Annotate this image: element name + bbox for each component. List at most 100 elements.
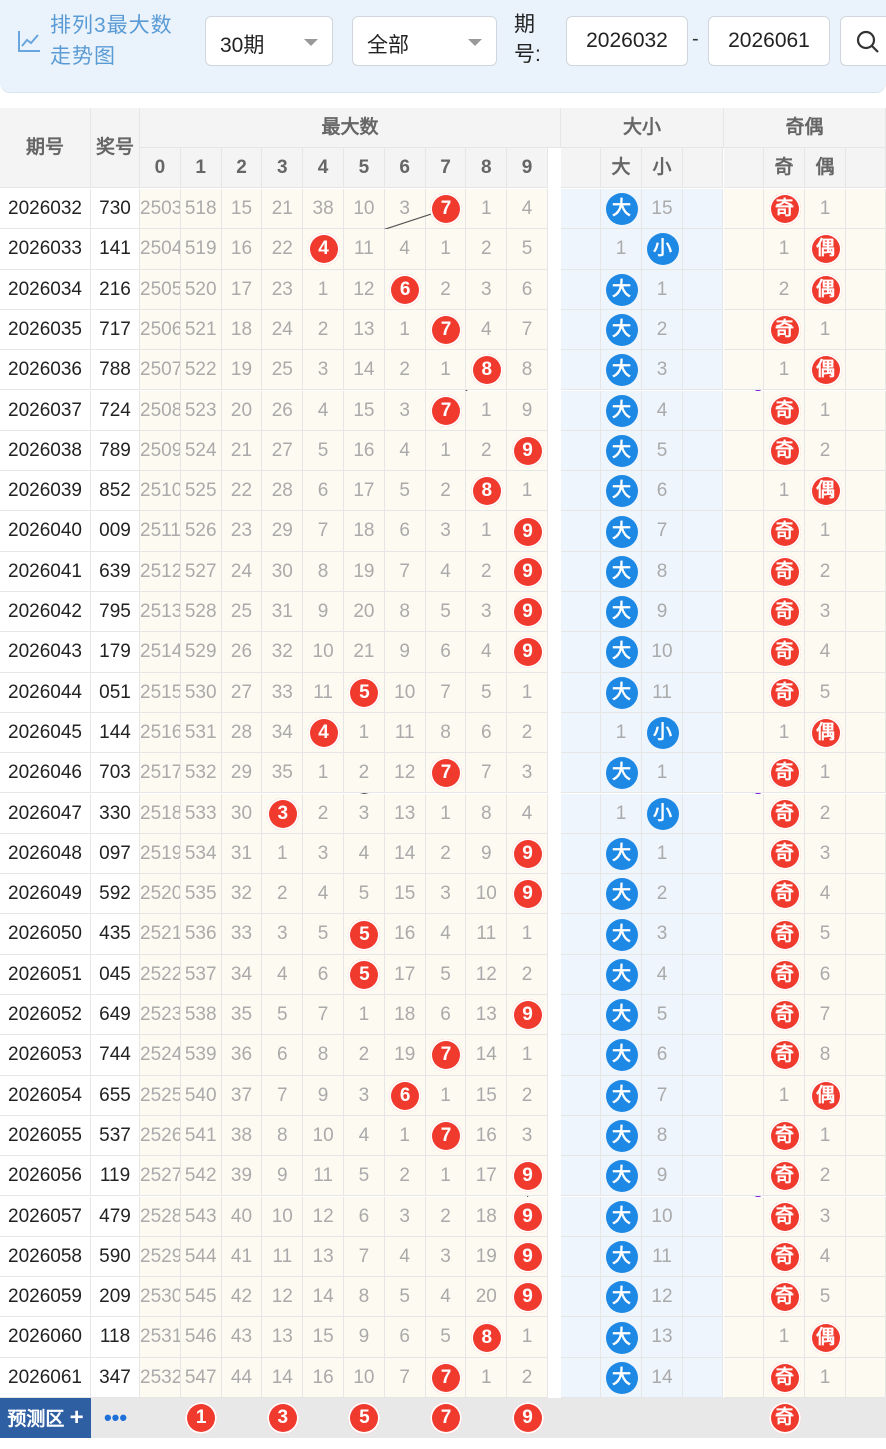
miss-cell: 30 (262, 551, 304, 592)
miss-cell: 13 (344, 309, 385, 351)
miss-cell: 5 (384, 471, 426, 512)
row-issue: 2026053 (0, 1035, 91, 1076)
miss-cell: 13 (262, 1317, 304, 1358)
max-digit-ball: 9 (511, 636, 544, 669)
more-options-button[interactable]: ••• (103, 1405, 128, 1430)
max-digit-ball: 7 (430, 314, 462, 347)
parity-pad (724, 390, 764, 431)
row-issue: 2026057 (0, 1196, 91, 1237)
prediction-ball[interactable]: 1 (185, 1402, 218, 1434)
prediction-ball[interactable]: 9 (511, 1402, 544, 1434)
miss-cell: 11 (303, 672, 344, 713)
parity-pad (724, 833, 764, 875)
small-cell: 13 (642, 1317, 683, 1358)
odd-ball: 奇 (768, 757, 801, 790)
odd-cell: 2 (764, 269, 805, 310)
header-parity-pad (724, 148, 764, 188)
miss-cell: 4 (425, 1277, 467, 1318)
search-button[interactable] (840, 16, 886, 66)
row-award: 655 (91, 1075, 140, 1116)
row-award: 144 (91, 712, 140, 754)
prediction-add-button[interactable]: 预测区 + (0, 1398, 91, 1438)
max-digit-ball: 5 (348, 918, 381, 951)
size-pad (561, 995, 601, 1036)
row-award: 789 (91, 430, 140, 472)
row-award: 216 (91, 269, 140, 310)
miss-cell: 529 (180, 632, 222, 673)
prediction-ball[interactable]: 5 (348, 1402, 381, 1434)
prediction-odd-ball[interactable]: 奇 (768, 1402, 801, 1434)
miss-cell: 543 (180, 1196, 222, 1237)
filter-select[interactable]: 全部 (352, 16, 497, 66)
miss-cell: 4 (344, 833, 385, 875)
miss-cell: 8 (507, 350, 548, 391)
miss-cell: 7 (384, 1357, 426, 1398)
miss-cell: 8 (303, 551, 344, 592)
size-pad (561, 309, 601, 351)
small-cell: 5 (642, 995, 683, 1036)
row-issue: 2026040 (0, 511, 91, 552)
parity-pad (846, 1156, 886, 1197)
miss-cell: 2 (425, 833, 467, 875)
miss-cell: 2514 (140, 632, 181, 673)
miss-cell: 532 (180, 753, 222, 794)
row-issue: 2026056 (0, 1156, 91, 1197)
issue-label: 期号: (514, 13, 541, 66)
header-digit-8: 8 (466, 148, 508, 188)
miss-cell: 522 (180, 350, 222, 391)
issue-to-input[interactable]: 2026061 (708, 16, 830, 66)
header-issue: 期号 (0, 108, 91, 188)
parity-pad (846, 712, 886, 754)
miss-cell: 33 (262, 672, 304, 713)
miss-cell: 11 (344, 229, 385, 270)
row-issue: 2026051 (0, 954, 91, 995)
even-cell: 3 (805, 592, 846, 633)
big-ball: 大 (605, 1321, 638, 1354)
row-award: 347 (91, 1357, 140, 1398)
size-pad (683, 954, 723, 995)
miss-cell: 1 (466, 390, 508, 431)
miss-cell: 19 (344, 551, 385, 592)
miss-cell: 28 (262, 471, 304, 512)
even-ball: 偶 (809, 717, 842, 750)
max-digit-ball: 9 (511, 1200, 544, 1233)
size-pad (683, 995, 723, 1036)
size-pad (561, 914, 601, 955)
miss-cell: 2510 (140, 471, 181, 512)
max-digit-ball: 9 (511, 999, 544, 1032)
miss-cell: 9 (303, 1075, 344, 1116)
miss-cell: 2 (466, 229, 508, 270)
prediction-ball[interactable]: 3 (266, 1402, 299, 1434)
parity-pad (846, 833, 886, 875)
miss-cell: 21 (262, 189, 304, 230)
issue-from-input[interactable]: 2026032 (566, 16, 688, 66)
miss-cell: 2 (507, 954, 548, 995)
even-cell: 4 (805, 874, 846, 915)
miss-cell: 1 (507, 1035, 548, 1076)
size-pad (561, 1357, 601, 1398)
miss-cell: 20 (221, 390, 263, 431)
big-ball: 大 (605, 837, 638, 870)
parity-pad (846, 471, 886, 512)
big-ball: 大 (605, 1361, 638, 1394)
miss-cell: 36 (221, 1035, 263, 1076)
miss-cell: 4 (262, 954, 304, 995)
row-award: 209 (91, 1277, 140, 1318)
size-pad (561, 833, 601, 875)
parity-pad (724, 1236, 764, 1278)
miss-cell: 10 (344, 189, 385, 230)
miss-cell: 7 (425, 672, 467, 713)
miss-cell: 1 (507, 471, 548, 512)
miss-cell: 9 (384, 632, 426, 673)
max-digit-ball: 7 (430, 757, 462, 790)
big-ball: 大 (605, 999, 638, 1032)
size-pad (683, 712, 723, 754)
parity-pad (846, 632, 886, 673)
miss-cell: 2520 (140, 874, 181, 915)
period-select[interactable]: 30期 (205, 16, 333, 66)
row-issue: 2026037 (0, 390, 91, 431)
size-pad (683, 1317, 723, 1358)
prediction-ball[interactable]: 7 (430, 1402, 462, 1434)
parity-pad (724, 551, 764, 592)
miss-cell: 2525 (140, 1075, 181, 1116)
